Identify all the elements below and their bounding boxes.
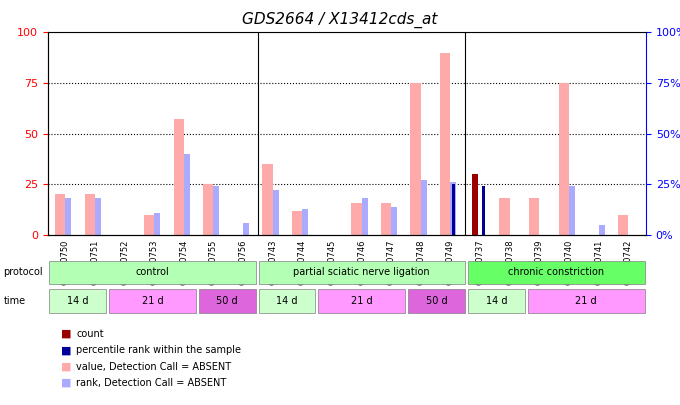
- Text: ■: ■: [61, 345, 71, 355]
- FancyBboxPatch shape: [408, 289, 465, 313]
- Bar: [84, 194, 95, 235]
- Text: ■: ■: [61, 362, 71, 371]
- Bar: [499, 198, 510, 235]
- Bar: [362, 198, 367, 235]
- Text: 50 d: 50 d: [426, 296, 447, 306]
- Text: GDS2664 / X13412cds_at: GDS2664 / X13412cds_at: [242, 12, 438, 28]
- Text: 14 d: 14 d: [67, 296, 88, 306]
- Text: chronic constriction: chronic constriction: [508, 267, 605, 277]
- Bar: [154, 213, 160, 235]
- Bar: [214, 186, 220, 235]
- FancyBboxPatch shape: [258, 260, 465, 284]
- Text: 50 d: 50 d: [216, 296, 238, 306]
- Bar: [473, 174, 477, 235]
- Bar: [569, 186, 575, 235]
- Bar: [618, 215, 628, 235]
- Text: time: time: [3, 296, 26, 305]
- Bar: [292, 211, 303, 235]
- Text: ■: ■: [61, 329, 71, 339]
- Text: ■: ■: [61, 378, 71, 388]
- Bar: [421, 180, 427, 235]
- Bar: [529, 198, 539, 235]
- Bar: [450, 182, 456, 235]
- FancyBboxPatch shape: [49, 289, 106, 313]
- Bar: [452, 184, 455, 235]
- Bar: [352, 202, 362, 235]
- Bar: [173, 119, 184, 235]
- Text: count: count: [76, 329, 104, 339]
- Text: rank, Detection Call = ABSENT: rank, Detection Call = ABSENT: [76, 378, 226, 388]
- Bar: [203, 184, 214, 235]
- Bar: [440, 53, 450, 235]
- Bar: [144, 215, 154, 235]
- Text: partial sciatic nerve ligation: partial sciatic nerve ligation: [294, 267, 430, 277]
- FancyBboxPatch shape: [528, 289, 645, 313]
- Bar: [598, 225, 605, 235]
- Bar: [262, 164, 273, 235]
- Text: 21 d: 21 d: [141, 296, 163, 306]
- Bar: [184, 154, 190, 235]
- Bar: [243, 223, 249, 235]
- Bar: [303, 209, 308, 235]
- Text: 21 d: 21 d: [575, 296, 597, 306]
- Text: 14 d: 14 d: [276, 296, 298, 306]
- FancyBboxPatch shape: [318, 289, 405, 313]
- FancyBboxPatch shape: [468, 289, 525, 313]
- Bar: [55, 194, 65, 235]
- Text: percentile rank within the sample: percentile rank within the sample: [76, 345, 241, 355]
- Bar: [411, 83, 421, 235]
- Text: 21 d: 21 d: [351, 296, 373, 306]
- Text: value, Detection Call = ABSENT: value, Detection Call = ABSENT: [76, 362, 231, 371]
- FancyBboxPatch shape: [258, 289, 316, 313]
- FancyBboxPatch shape: [199, 289, 256, 313]
- Text: 14 d: 14 d: [486, 296, 507, 306]
- Bar: [558, 83, 569, 235]
- Bar: [391, 207, 397, 235]
- FancyBboxPatch shape: [49, 260, 256, 284]
- FancyBboxPatch shape: [468, 260, 645, 284]
- Bar: [381, 202, 391, 235]
- Bar: [273, 190, 279, 235]
- FancyBboxPatch shape: [109, 289, 196, 313]
- Bar: [95, 198, 101, 235]
- Text: protocol: protocol: [3, 267, 43, 277]
- Bar: [65, 198, 71, 235]
- Bar: [481, 186, 485, 235]
- Text: control: control: [135, 267, 169, 277]
